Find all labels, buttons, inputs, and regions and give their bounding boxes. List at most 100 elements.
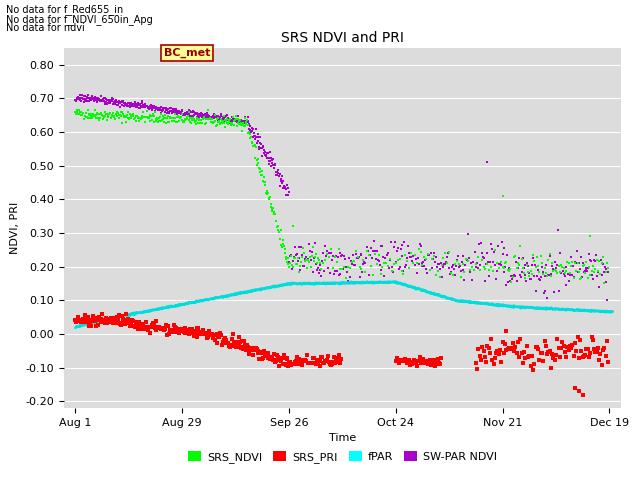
Point: [510, 343, 520, 351]
Point: [316, 262, 326, 269]
Point: [101, 98, 111, 106]
Point: [589, 257, 599, 264]
Point: [394, 263, 404, 270]
Point: [433, 267, 443, 275]
Point: [196, 116, 206, 124]
Point: [440, 250, 451, 257]
Point: [400, 356, 410, 363]
Point: [456, 274, 466, 281]
Point: [390, 238, 400, 246]
Point: [132, 113, 143, 121]
Point: [487, 245, 497, 253]
Point: [481, 261, 492, 268]
Point: [175, 114, 186, 122]
Point: [516, 274, 526, 281]
Point: [506, 272, 516, 280]
Point: [230, 116, 240, 123]
Point: [250, 346, 260, 354]
Point: [374, 258, 384, 265]
Point: [92, 108, 102, 116]
Point: [111, 319, 121, 327]
Point: [256, 171, 266, 179]
Point: [508, 273, 518, 281]
Point: [152, 116, 163, 123]
Point: [246, 127, 257, 134]
Point: [488, 267, 498, 275]
Point: [170, 114, 180, 121]
Point: [239, 337, 249, 345]
Point: [430, 362, 440, 370]
Point: [140, 100, 150, 108]
Point: [236, 116, 246, 124]
Point: [234, 115, 244, 122]
Point: [106, 318, 116, 326]
Point: [268, 161, 278, 168]
Point: [86, 318, 97, 325]
Point: [154, 114, 164, 121]
Point: [122, 101, 132, 109]
Point: [217, 117, 227, 124]
Point: [198, 111, 209, 119]
Point: [559, 264, 569, 272]
Point: [283, 191, 293, 198]
Point: [81, 96, 92, 103]
Legend: SRS_NDVI, SRS_PRI, fPAR, SW-PAR NDVI: SRS_NDVI, SRS_PRI, fPAR, SW-PAR NDVI: [184, 447, 501, 467]
Point: [151, 116, 161, 123]
Point: [172, 113, 182, 121]
Point: [490, 262, 500, 269]
Point: [223, 342, 234, 350]
Point: [399, 356, 410, 364]
Point: [310, 250, 321, 258]
Point: [177, 111, 188, 119]
Point: [328, 358, 338, 365]
Point: [247, 346, 257, 354]
Point: [351, 251, 361, 258]
Point: [543, 257, 554, 264]
Point: [304, 240, 314, 248]
Point: [73, 95, 83, 102]
Point: [255, 349, 266, 357]
Point: [486, 263, 496, 271]
Point: [415, 354, 425, 361]
Point: [127, 102, 137, 110]
Point: [540, 272, 550, 280]
Point: [220, 116, 230, 124]
Point: [239, 119, 250, 127]
Point: [446, 269, 456, 276]
Point: [209, 113, 220, 120]
Point: [518, 264, 529, 272]
Point: [557, 264, 567, 271]
Point: [527, 270, 537, 278]
Point: [216, 120, 227, 127]
Point: [500, 263, 511, 271]
Point: [244, 126, 255, 134]
Point: [173, 325, 184, 333]
Point: [440, 260, 451, 268]
Point: [538, 357, 548, 365]
Point: [396, 241, 406, 249]
Point: [189, 332, 200, 339]
Point: [259, 348, 269, 355]
Point: [580, 269, 590, 276]
Point: [122, 108, 132, 116]
Point: [549, 288, 559, 295]
Point: [302, 256, 312, 264]
Point: [185, 107, 195, 115]
Point: [112, 313, 122, 321]
Point: [177, 107, 188, 114]
Point: [355, 250, 365, 258]
Point: [406, 249, 416, 257]
Point: [577, 274, 587, 281]
Point: [473, 253, 483, 261]
Point: [199, 329, 209, 336]
Point: [281, 361, 291, 369]
Point: [291, 250, 301, 258]
Point: [280, 183, 290, 191]
Point: [106, 314, 116, 322]
Point: [378, 253, 388, 261]
Point: [514, 261, 524, 268]
Point: [98, 316, 108, 324]
Point: [266, 200, 276, 208]
Point: [454, 262, 465, 270]
Point: [376, 270, 386, 278]
